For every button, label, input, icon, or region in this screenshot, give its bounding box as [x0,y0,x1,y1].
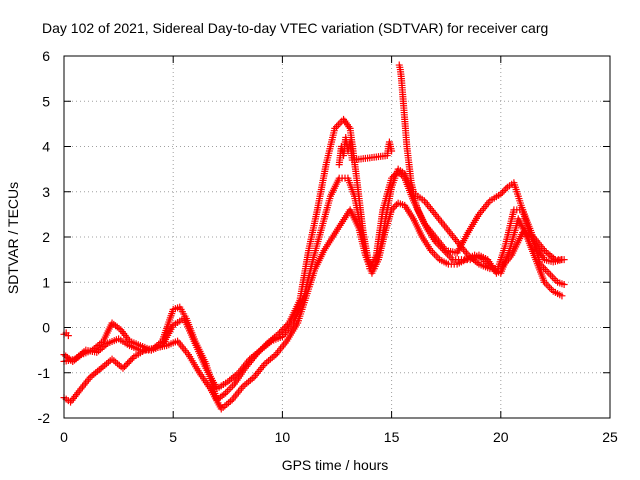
data-point [430,250,438,258]
x-tick-label: 5 [169,429,177,445]
y-tick-label: -1 [38,365,51,381]
data-point [276,329,284,337]
data-point [225,385,233,393]
y-tick-label: 1 [42,274,50,290]
data-point [544,282,552,290]
y-tick-label: 5 [42,93,50,109]
data-point [502,185,510,193]
x-axis-label: GPS time / hours [282,457,389,473]
y-axis-label: SDTVAR / TECUs [5,182,21,294]
data-point [128,355,136,363]
data-point [227,384,235,392]
data-point [498,188,506,196]
y-tick-label: 2 [42,229,50,245]
y-tick-label: 3 [42,184,50,200]
data-points [60,61,568,413]
y-tick-label: 4 [42,139,50,155]
data-point [560,256,568,264]
x-tick-label: 10 [275,429,291,445]
data-point [391,202,399,210]
series-track-4 [395,61,568,273]
data-point [550,275,558,283]
y-tick-label: 0 [42,320,50,336]
data-point [121,363,129,371]
y-tick-label: 6 [42,48,50,64]
data-point [432,252,440,260]
axis-ticks: 0 5 10 15 20 25 -2 -1 0 1 2 3 4 5 6 [38,48,618,445]
series-track-5 [335,133,396,169]
data-point [560,281,568,289]
series-track-6 [60,329,72,340]
x-tick-label: 15 [384,429,400,445]
data-point [546,284,554,292]
data-point [124,359,132,367]
data-point [127,356,135,364]
data-point [122,361,130,369]
data-point [388,206,396,214]
data-point [223,387,231,395]
data-point [445,252,453,260]
data-point [389,204,397,212]
data-point [545,269,553,277]
x-tick-label: 20 [493,429,509,445]
data-point [388,147,396,155]
data-point [336,119,344,127]
series-track-3 [60,199,566,413]
data-point [558,292,566,300]
data-point [334,121,342,129]
data-point [547,271,555,279]
data-point [447,254,455,262]
data-point [125,358,133,366]
data-point [497,190,505,198]
grid-lines [64,56,610,418]
x-tick-label: 0 [60,429,68,445]
data-point [393,201,401,209]
x-tick-label: 25 [602,429,618,445]
y-tick-label: -2 [38,410,51,426]
data-point [277,327,285,335]
data-point [500,187,508,195]
data-point [64,332,72,340]
chart-title: Day 102 of 2021, Sidereal Day-to-day VTE… [42,20,548,36]
data-point [548,273,556,281]
data-point [119,364,127,372]
